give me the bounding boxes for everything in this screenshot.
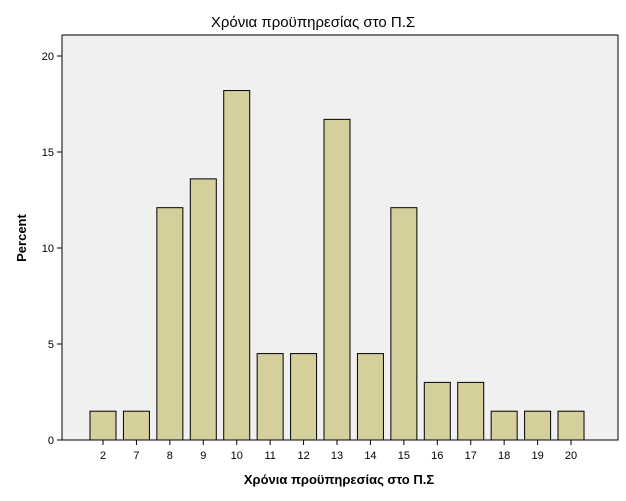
bar-9 [189,178,217,441]
y-axis-title: Percent [14,213,29,261]
x-tick-label: 9 [200,450,206,462]
x-tick-label: 15 [398,450,410,462]
x-tick-label: 10 [231,450,243,462]
bars-group [89,90,585,441]
x-tick-label: 11 [264,450,275,462]
y-tick-label: 10 [42,243,54,255]
x-tick-label: 20 [565,450,577,462]
bar-19 [524,410,552,441]
y-axis: 0 5 10 15 20 [42,51,62,447]
x-tick-label: 12 [297,450,309,462]
chart-title: Χρόνια προϋπηρεσίας στο Π.Σ [211,14,415,31]
y-tick-label: 0 [48,435,54,447]
bar-14 [356,353,384,441]
x-tick-label: 19 [531,450,543,462]
bar-18 [490,410,518,441]
bar-10 [223,90,251,441]
y-tick-label: 15 [42,147,54,159]
x-tick-label: 17 [465,450,477,462]
bar-8 [156,207,184,441]
x-tick-label: 2 [100,450,106,462]
x-tick-label: 7 [133,450,139,462]
bar-20 [557,410,585,441]
bar-12 [290,353,318,441]
x-tick-label: 18 [498,450,510,462]
bar-17 [457,381,485,441]
bar-13 [323,118,351,441]
x-tick-label: 16 [431,450,443,462]
x-axis: 2 7 8 9 10 11 12 13 14 15 16 17 18 19 20 [100,440,577,462]
bar-16 [423,381,451,441]
bar-15 [390,207,418,441]
x-tick-label: 14 [364,450,376,462]
y-tick-label: 5 [48,339,54,351]
y-tick-label: 20 [42,51,54,63]
x-tick-label: 13 [331,450,343,462]
x-tick-label: 8 [167,450,173,462]
x-axis-title: Χρόνια προϋπηρεσίας στο Π.Σ [244,472,434,487]
bar-2 [89,410,117,441]
bar-7 [122,410,150,441]
bar-11 [256,353,284,441]
